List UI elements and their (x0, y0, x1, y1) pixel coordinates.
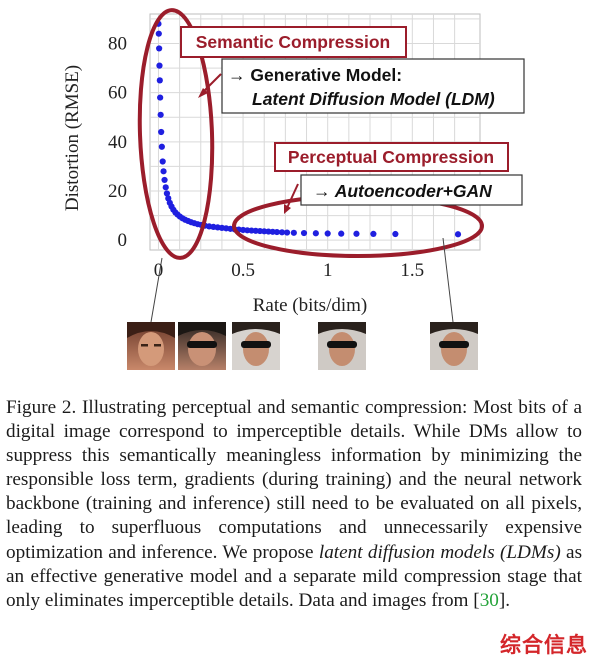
perceptual-desc-line1: → Autoencoder+GAN (313, 181, 492, 201)
data-point (278, 229, 286, 236)
data-point (155, 30, 162, 37)
data-point (273, 228, 281, 236)
y-tick-label: 40 (108, 132, 127, 153)
y-tick-labels: 0 20 40 60 80 (108, 34, 127, 252)
caption-text-1: Illustrating perceptual and semantic com… (6, 397, 582, 563)
y-axis-label: Distortion (RMSE) (62, 65, 83, 211)
data-point (370, 230, 377, 237)
data-points (155, 20, 462, 238)
data-point (159, 158, 166, 165)
caption-emphasis: latent diffusion models (LDMs) (318, 541, 561, 563)
perceptual-title-box (274, 142, 509, 172)
figure-caption: Figure 2. Illustrating perceptual and se… (6, 396, 582, 613)
sample-thumbnails (127, 322, 478, 370)
data-point (300, 229, 308, 237)
thumbnail-3 (232, 322, 280, 370)
x-tick-label: 0 (154, 260, 164, 281)
data-point (157, 94, 164, 101)
data-point (312, 230, 319, 237)
caption-paragraph: Figure 2. Illustrating perceptual and se… (6, 396, 582, 613)
semantic-arrow-head (198, 88, 208, 98)
data-point (162, 184, 169, 191)
data-point (156, 62, 163, 69)
semantic-desc-box (221, 58, 525, 114)
caption-text-2: as an effective generative model and a s… (6, 541, 583, 611)
semantic-arrow-line (202, 73, 222, 93)
perceptual-title: Perceptual Compression (288, 147, 494, 167)
data-point (161, 176, 168, 184)
x-tick-labels: 0 0.5 1 1.5 (154, 260, 424, 281)
semantic-desc-line1: → Generative Model: (228, 65, 402, 85)
caption-ref-close: ]. (498, 589, 511, 611)
data-point (324, 230, 331, 237)
data-point (353, 230, 360, 237)
data-point (338, 230, 345, 237)
y-tick-label: 0 (118, 230, 128, 251)
data-point (283, 229, 291, 236)
caption-label: Figure 2. (6, 397, 77, 418)
thumbnail-1 (127, 322, 175, 370)
semantic-title: Semantic Compression (196, 32, 391, 52)
semantic-title-box (180, 26, 407, 58)
semantic-desc-line2: Latent Diffusion Model (LDM) (252, 89, 495, 109)
x-tick-label: 1.5 (400, 260, 424, 281)
data-point (160, 168, 167, 175)
y-tick-label: 20 (108, 181, 127, 202)
perceptual-arrow-head (284, 204, 291, 214)
caption-ref-open: [ (473, 589, 480, 611)
semantic-ellipse (137, 8, 215, 260)
data-point (454, 231, 462, 238)
thumbnail-5 (430, 322, 478, 370)
data-point (156, 77, 163, 84)
data-point (157, 111, 164, 118)
x-axis-label: Rate (bits/dim) (253, 295, 368, 316)
data-point (392, 230, 399, 238)
x-tick-label: 1 (323, 260, 333, 281)
perceptual-desc-box (300, 174, 523, 206)
y-tick-label: 60 (108, 83, 127, 104)
citation-link[interactable]: 30 (479, 589, 499, 611)
data-point (158, 143, 165, 150)
thumbnail-2 (178, 322, 226, 370)
x-tick-label: 0.5 (231, 260, 255, 281)
data-point (158, 128, 165, 136)
site-watermark: 综合信息 (500, 633, 588, 657)
y-tick-label: 80 (108, 34, 127, 55)
data-point (156, 45, 163, 52)
data-point (290, 229, 297, 236)
thumbnail-4 (318, 322, 366, 370)
perceptual-arrow-line (286, 183, 299, 209)
thumbnail-connectors (150, 237, 454, 323)
data-point (163, 190, 171, 197)
